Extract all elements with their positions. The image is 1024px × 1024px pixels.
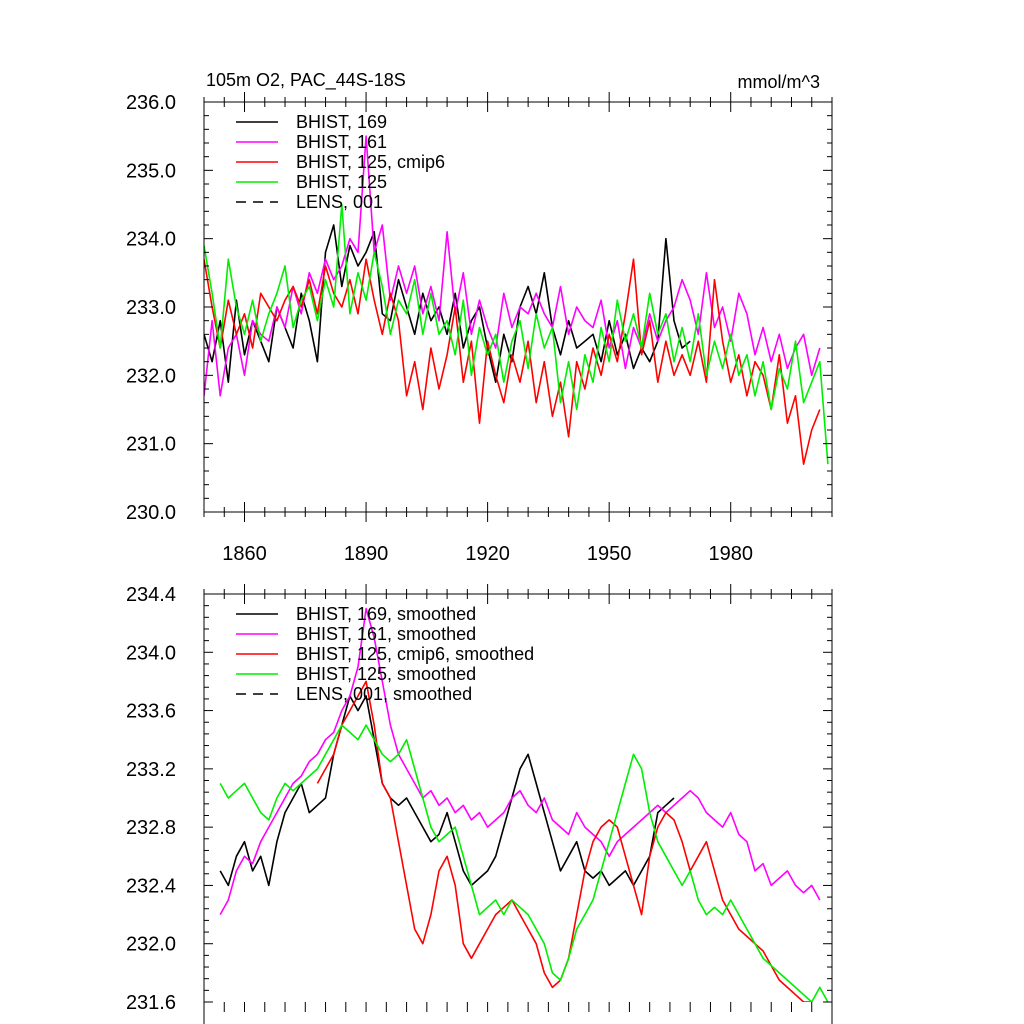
figure-title: 105m O2, PAC_44S-18S — [206, 70, 406, 91]
y-tick-label: 232.8 — [126, 817, 176, 839]
y-tick-label: 232.4 — [126, 875, 176, 897]
x-tick-label: 1860 — [222, 543, 267, 565]
y-tick-label: 233.2 — [126, 759, 176, 781]
legend-entry: LENS, 001 — [296, 192, 383, 212]
y-tick-label: 236.0 — [126, 92, 176, 114]
y-tick-label: 232.0 — [126, 365, 176, 387]
x-tick-label: 1950 — [587, 543, 632, 565]
legend-entry: BHIST, 125, cmip6 — [296, 152, 445, 172]
y-tick-label: 234.0 — [126, 229, 176, 251]
y-tick-label: 233.0 — [126, 297, 176, 319]
x-tick-label: 1980 — [708, 543, 753, 565]
y-tick-label: 235.0 — [126, 160, 176, 182]
legend-entry: BHIST, 125, smoothed — [296, 664, 476, 684]
x-tick-label: 1920 — [465, 543, 510, 565]
legend-entry: LENS, 001, smoothed — [296, 684, 472, 704]
series-line-1 — [219, 607, 821, 915]
series-line-2 — [204, 258, 821, 466]
figure-units: mmol/m^3 — [738, 72, 820, 92]
series-line-0 — [219, 695, 675, 887]
legend-entry: BHIST, 161 — [296, 132, 387, 152]
legend-entry: BHIST, 125 — [296, 172, 387, 192]
y-tick-label: 230.0 — [126, 502, 176, 524]
panel-bottom: 231.6 232.0 232.4 232.8 233.2 233.6 234.0 234.4… — [126, 584, 833, 1024]
y-tick-label: 231.0 — [126, 434, 176, 456]
legend-entry: BHIST, 125, cmip6, smoothed — [296, 644, 534, 664]
y-tick-label: 234.4 — [126, 584, 176, 606]
legend-entry: BHIST, 161, smoothed — [296, 624, 476, 644]
y-tick-label: 231.6 — [126, 992, 176, 1014]
y-tick-label: 233.6 — [126, 701, 176, 723]
series-line-3 — [219, 724, 829, 1002]
legend-entry: BHIST, 169 — [296, 112, 387, 132]
y-tick-label: 232.0 — [126, 934, 176, 956]
x-tick-label: 1890 — [344, 543, 389, 565]
series-line-3 — [204, 203, 829, 465]
plot-frame — [203, 593, 833, 1024]
legend-entry: BHIST, 169, smoothed — [296, 604, 476, 624]
panel-top: 230.0 231.0 232.0 233.0 234.0 235.0 236.0 1860 1… — [126, 92, 833, 565]
y-tick-label: 234.0 — [126, 642, 176, 664]
